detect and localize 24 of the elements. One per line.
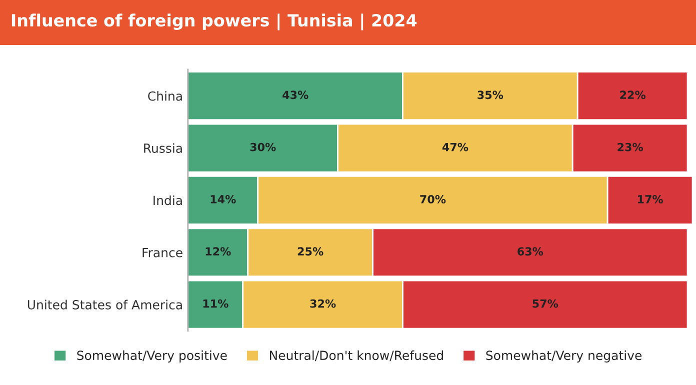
legend-label: Somewhat/Very negative xyxy=(486,350,642,363)
data-label: 30% xyxy=(250,142,276,152)
y-tick-label: China xyxy=(148,91,182,101)
data-label: 35% xyxy=(478,90,504,100)
legend-label: Neutral/Don't know/Refused xyxy=(270,350,443,362)
data-label: 32% xyxy=(310,299,336,308)
y-tick-label: India xyxy=(154,195,182,206)
data-label: 23% xyxy=(618,142,644,152)
y-tick-label: Russia xyxy=(144,143,182,153)
data-label: 70% xyxy=(420,195,446,204)
data-label: 22% xyxy=(620,90,646,100)
data-label: 63% xyxy=(518,247,544,256)
y-tick-label: United States of America xyxy=(28,300,182,310)
data-label: 14% xyxy=(210,195,236,204)
chart-title: Influence of foreign powers | Tunisia | 2024 xyxy=(12,14,417,30)
data-label: 43% xyxy=(282,90,308,100)
data-label: 57% xyxy=(532,299,558,308)
legend-label: Somewhat/Very positive xyxy=(77,350,227,363)
data-label: 12% xyxy=(206,247,231,256)
data-label: 47% xyxy=(442,142,468,152)
y-tick-label: France xyxy=(142,248,182,258)
data-label: 17% xyxy=(638,195,663,204)
data-label: 25% xyxy=(298,247,324,256)
data-label: 11% xyxy=(203,299,228,308)
